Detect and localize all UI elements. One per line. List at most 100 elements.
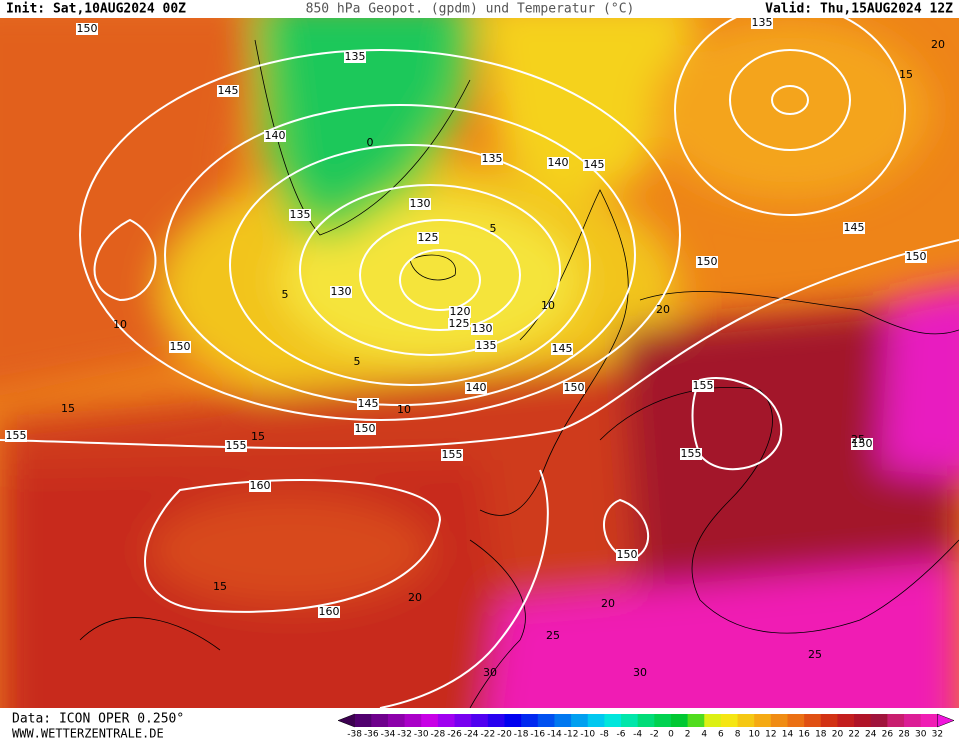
label-box bbox=[344, 51, 366, 63]
colorbar-swatch bbox=[837, 714, 855, 727]
temperature-label: 15 bbox=[899, 68, 913, 81]
colorbar-label: 12 bbox=[765, 730, 776, 740]
geopotential-label: 135 bbox=[476, 339, 497, 352]
map-title: 850 hPa Geopot. (gpdm) und Temperatur (°… bbox=[306, 2, 635, 17]
colorbar-label: -28 bbox=[431, 730, 446, 740]
geopotential-contours bbox=[0, 18, 959, 708]
geopotential-label: 150 bbox=[617, 548, 638, 561]
label-box bbox=[563, 382, 585, 394]
colorbar-swatch bbox=[770, 714, 789, 727]
label-box bbox=[76, 23, 98, 35]
label-box bbox=[696, 256, 718, 268]
label-box bbox=[318, 606, 340, 618]
temperature-label: 25 bbox=[808, 648, 822, 661]
label-box bbox=[616, 549, 638, 561]
colorbar-label: -38 bbox=[347, 730, 362, 740]
label-box bbox=[905, 251, 927, 263]
label-box bbox=[851, 438, 873, 450]
colorbar-swatch bbox=[804, 714, 822, 727]
colorbar-swatch bbox=[554, 714, 572, 727]
colorbar-label: -2 bbox=[650, 730, 659, 740]
label-box bbox=[583, 159, 605, 171]
colorbar-swatch bbox=[720, 714, 739, 727]
temperature-label: 5 bbox=[490, 222, 497, 235]
colorbar-label: 32 bbox=[932, 730, 943, 740]
colorbar-arrow bbox=[937, 713, 955, 728]
colorbar-label: -12 bbox=[564, 730, 579, 740]
website: WWW.WETTERZENTRALE.DE bbox=[12, 727, 164, 741]
geopotential-label: 150 bbox=[906, 250, 927, 263]
geopotential-label: 135 bbox=[752, 16, 773, 29]
geopotential-label: 160 bbox=[319, 605, 340, 618]
temperature-label: 20 bbox=[931, 38, 945, 51]
geopotential-label: 145 bbox=[218, 84, 239, 97]
colorbar-label: -14 bbox=[547, 730, 562, 740]
colorbar-swatch bbox=[471, 714, 489, 727]
colorbar-swatch bbox=[587, 714, 605, 727]
colorbar-label: 18 bbox=[815, 730, 827, 740]
colorbar-label: 26 bbox=[882, 730, 894, 740]
geopotential-label: 150 bbox=[697, 255, 718, 268]
colorbar-label: -26 bbox=[447, 730, 462, 740]
temperature-label: 15 bbox=[251, 430, 265, 443]
colorbar-label: 20 bbox=[832, 730, 844, 740]
geopotential-label: 130 bbox=[410, 197, 431, 210]
colorbar-swatch bbox=[787, 714, 805, 727]
temperature-label: 25 bbox=[851, 433, 865, 446]
colorbar-swatch bbox=[854, 714, 872, 727]
geopotential-label: 155 bbox=[6, 429, 27, 442]
colorbar-label: 28 bbox=[898, 730, 910, 740]
label-box bbox=[330, 286, 352, 298]
label-box bbox=[449, 306, 471, 318]
colorbar-label: -22 bbox=[480, 730, 495, 740]
temperature-label: 10 bbox=[541, 299, 555, 312]
colorbar-swatch bbox=[904, 714, 922, 727]
data-source: Data: ICON OPER 0.250° bbox=[12, 712, 184, 727]
label-box bbox=[465, 382, 487, 394]
geopotential-label: 145 bbox=[358, 397, 379, 410]
colorbar-label: -30 bbox=[414, 730, 429, 740]
colorbar-label: -16 bbox=[530, 730, 545, 740]
label-box bbox=[354, 423, 376, 435]
colorbar-swatch bbox=[870, 714, 888, 727]
geopotential-label: 150 bbox=[852, 437, 873, 450]
colorbar-swatch bbox=[820, 714, 838, 727]
geopotential-label: 160 bbox=[250, 479, 271, 492]
colorbar-label: 22 bbox=[848, 730, 859, 740]
label-box bbox=[692, 380, 714, 392]
colorbar-swatch bbox=[887, 714, 905, 727]
geopotential-label: 130 bbox=[472, 322, 493, 335]
colorbar-swatch bbox=[604, 714, 622, 727]
colorbar: -38 -36 -34 -32 -30 -28 -26 -24 -22 -20 -18 -16 -14-… bbox=[337, 713, 955, 740]
label-box bbox=[481, 153, 503, 165]
geopotential-label: 135 bbox=[345, 50, 366, 63]
label-box bbox=[225, 440, 247, 452]
geopotential-label: 125 bbox=[449, 317, 470, 330]
temperature-label: 15 bbox=[61, 402, 75, 415]
colorbar-swatch bbox=[404, 714, 422, 727]
colorbar-swatch bbox=[687, 714, 705, 727]
colorbar-label: 8 bbox=[735, 730, 741, 740]
temperature-label: 15 bbox=[213, 580, 227, 593]
valid-time: Valid: Thu,15AUG2024 12Z bbox=[765, 2, 953, 17]
temperature-label: 10 bbox=[397, 403, 411, 416]
geopotential-label: 140 bbox=[265, 129, 286, 142]
colorbar-label: 30 bbox=[915, 730, 927, 740]
colorbar-label: -4 bbox=[633, 730, 642, 740]
label-box bbox=[680, 448, 702, 460]
geopotential-label: 145 bbox=[844, 221, 865, 234]
colorbar-label: 16 bbox=[798, 730, 810, 740]
colorbar-swatch bbox=[454, 714, 472, 727]
label-box bbox=[551, 343, 573, 355]
header-bar bbox=[0, 0, 959, 18]
geopotential-label: 130 bbox=[331, 285, 352, 298]
colorbar-swatch bbox=[487, 714, 505, 727]
colorbar-label: -10 bbox=[580, 730, 595, 740]
temperature-label: 10 bbox=[113, 318, 127, 331]
colorbar-swatch bbox=[754, 714, 772, 727]
label-box bbox=[409, 198, 431, 210]
colorbar-swatch bbox=[421, 714, 439, 727]
colorbar-label: -8 bbox=[600, 730, 609, 740]
label-box bbox=[249, 480, 271, 492]
